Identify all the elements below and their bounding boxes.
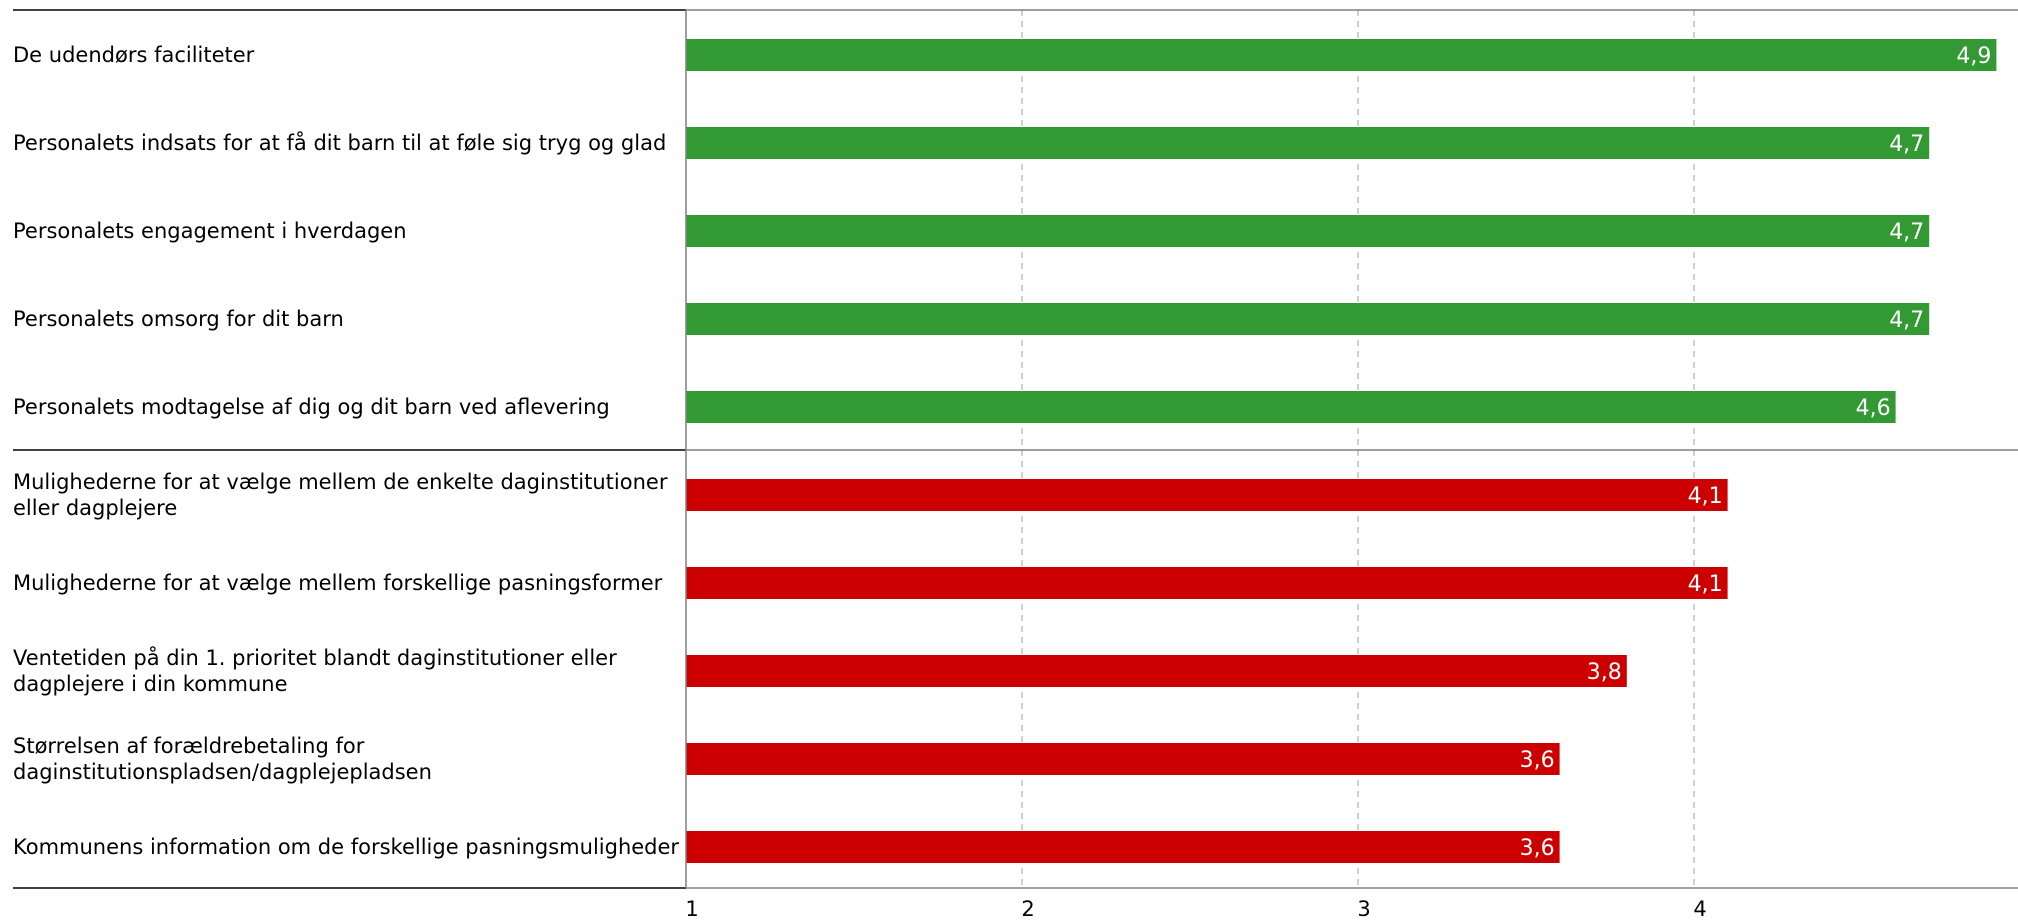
category-label: Kommunens information om de forskellige … (13, 817, 683, 877)
bar (686, 655, 1627, 687)
category-label-text: De udendørs faciliteter (13, 43, 255, 67)
category-label-text: Personalets indsats for at få dit barn t… (13, 131, 667, 155)
category-label-text: Mulighederne for at vælge mellem forskel… (13, 571, 663, 595)
x-tick-label: 3 (1357, 897, 1370, 921)
bar-value-label: 4,6 (1856, 396, 1891, 421)
category-label: Mulighederne for at vælge mellem de enke… (13, 465, 683, 525)
x-tick-label: 4 (1693, 897, 1706, 921)
bar-value-label: 4,9 (1956, 44, 1991, 69)
bar (686, 391, 1896, 423)
category-label: Personalets modtagelse af dig og dit bar… (13, 377, 683, 437)
bar (686, 39, 1997, 71)
bar (686, 215, 1930, 247)
category-label: Størrelsen af forældrebetaling for dagin… (13, 729, 683, 789)
bar-value-label: 4,7 (1889, 132, 1924, 157)
bar (686, 303, 1930, 335)
category-label: De udendørs faciliteter (13, 25, 683, 85)
x-tick-label: 1 (685, 897, 698, 921)
category-label: Personalets engagement i hverdagen (13, 201, 683, 261)
category-label-text: Ventetiden på din 1. prioritet blandt da… (13, 646, 617, 696)
category-label-text: Størrelsen af forældrebetaling for dagin… (13, 734, 432, 784)
bar (686, 831, 1560, 863)
bar (686, 743, 1560, 775)
bar-value-label: 3,6 (1520, 748, 1555, 773)
category-label-text: Personalets engagement i hverdagen (13, 219, 407, 243)
category-label: Personalets indsats for at få dit barn t… (13, 113, 683, 173)
category-label-text: Personalets modtagelse af dig og dit bar… (13, 395, 610, 419)
bar (686, 479, 1728, 511)
bar-value-label: 4,7 (1889, 220, 1924, 245)
category-label-text: Mulighederne for at vælge mellem de enke… (13, 470, 668, 520)
category-label-text: Kommunens information om de forskellige … (13, 835, 680, 859)
bar-value-label: 4,1 (1688, 484, 1723, 509)
bar-value-label: 4,1 (1688, 572, 1723, 597)
bar (686, 127, 1930, 159)
x-tick-label: 2 (1021, 897, 1034, 921)
category-label-text: Personalets omsorg for dit barn (13, 307, 344, 331)
bar-value-label: 3,8 (1587, 660, 1622, 685)
category-label: Personalets omsorg for dit barn (13, 289, 683, 349)
bar-value-label: 3,6 (1520, 836, 1555, 861)
category-label: Ventetiden på din 1. prioritet blandt da… (13, 641, 683, 701)
bar (686, 567, 1728, 599)
category-label: Mulighederne for at vælge mellem forskel… (13, 553, 683, 613)
bar-value-label: 4,7 (1889, 308, 1924, 333)
